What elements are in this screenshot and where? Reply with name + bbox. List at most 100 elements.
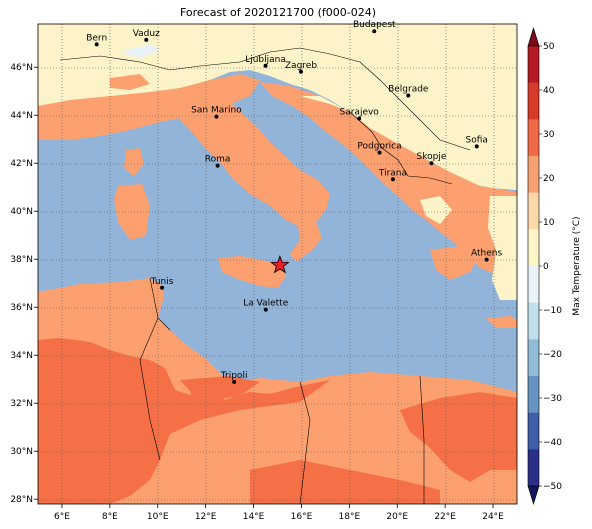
lat-tick-label: 36°N	[10, 303, 33, 313]
colorbar-extend-top	[527, 26, 540, 47]
city-dot	[377, 150, 382, 155]
lon-tick-label: 14°E	[243, 512, 265, 522]
colorbar-tick-label: −50	[543, 482, 562, 492]
city-label: Ljubljana	[245, 55, 286, 65]
city-dot	[263, 63, 268, 68]
po-valley-patch	[110, 74, 150, 90]
city-budapest: Budapest	[353, 20, 396, 34]
city-label: Tunis	[150, 277, 174, 287]
colorbar-tick-label: 40	[543, 86, 555, 96]
lat-tick-label: 32°N	[10, 399, 33, 409]
map-frame	[37, 23, 518, 505]
city-athens: Athens	[471, 249, 502, 262]
city-dot	[94, 42, 99, 47]
city-label: Sarajevo	[340, 108, 380, 118]
north-africa-hot-zone	[38, 338, 330, 504]
city-label: Sofia	[466, 135, 488, 145]
lon-tick-label: 6°E	[54, 512, 70, 522]
city-label: San Marino	[191, 106, 242, 116]
lat-tick-label: 46°N	[10, 63, 33, 73]
lat-tick-label: 44°N	[10, 111, 33, 121]
longitude-labels: 6°E 8°E 10°E 12°E 14°E 16°E 18°E 20°E 22°E 24°E	[54, 504, 504, 522]
lon-tick-label: 22°E	[434, 512, 456, 522]
colorbar-label: Max Temperature (°C)	[572, 216, 582, 315]
colorbar-band	[528, 82, 539, 120]
colorbar-band	[528, 46, 539, 84]
city-label: La Valette	[243, 299, 288, 309]
lat-tick-label: 28°N	[10, 495, 33, 505]
city-label: Vaduz	[133, 29, 160, 39]
city-dot	[357, 116, 362, 121]
city-dot	[484, 257, 489, 262]
lon-tick-label: 24°E	[482, 512, 504, 522]
sicily-land	[218, 256, 286, 288]
colorbar-band	[528, 302, 539, 340]
colorbar-band	[528, 449, 539, 487]
city-tunis: Tunis	[150, 277, 174, 290]
colorbar: 50 40 30 20 10 0 −10 −20 −30 −40 −50 Max Temperatur…	[527, 26, 582, 506]
balkans-warm-interior	[300, 96, 517, 190]
balkans-land	[260, 82, 517, 280]
city-sofia: Sofia	[466, 135, 488, 149]
city-tripoli: Tripoli	[220, 371, 248, 384]
map-title: Forecast of 2020121700 (f000-024)	[179, 6, 377, 19]
city-dot	[214, 114, 219, 119]
lat-tick-label: 30°N	[10, 447, 33, 457]
city-belgrade: Belgrade	[388, 85, 429, 98]
colorbar-band	[528, 156, 539, 194]
city-dot	[372, 29, 377, 34]
colorbar-extend-bottom	[527, 485, 540, 506]
city-label: Tripoli	[220, 371, 248, 381]
city-dot	[406, 93, 411, 98]
city-bern: Bern	[86, 33, 107, 47]
country-borders	[59, 47, 471, 504]
city-ljubljana: Ljubljana	[245, 55, 286, 68]
location-marker	[270, 255, 290, 274]
colorbar-band	[528, 339, 539, 377]
italy-land	[166, 76, 330, 262]
colorbar-tick-label: 20	[543, 174, 555, 184]
city-dot	[390, 177, 395, 182]
colorbar-tick-label: −30	[543, 394, 562, 404]
city-label: Belgrade	[388, 85, 429, 95]
libya-hot-zone	[180, 376, 260, 402]
lat-tick-label: 42°N	[10, 159, 33, 169]
city-dot	[215, 163, 220, 168]
lon-tick-label: 10°E	[147, 512, 169, 522]
colorbar-tick-label: −40	[543, 438, 562, 448]
anatolia-land	[488, 196, 517, 300]
city-sarajevo: Sarajevo	[340, 108, 380, 121]
city-tirana: Tirana	[378, 168, 407, 182]
city-label: Skopje	[417, 152, 447, 162]
lon-tick-label: 20°E	[386, 512, 408, 522]
colorbar-tick-label: −20	[543, 350, 562, 360]
city-dot	[263, 307, 268, 312]
city-la-valette: La Valette	[243, 299, 289, 312]
city-podgorica: Podgorica	[357, 142, 402, 155]
corsica-land	[124, 148, 144, 176]
city-skopje: Skopje	[417, 152, 447, 166]
lon-tick-label: 18°E	[339, 512, 361, 522]
lat-tick-label: 38°N	[10, 255, 33, 265]
city-roma: Roma	[205, 155, 231, 168]
city-label: Budapest	[353, 20, 396, 30]
city-dot	[429, 161, 434, 166]
peloponnese-land	[430, 246, 478, 280]
city-dot	[160, 285, 165, 290]
colorbar-band	[528, 192, 539, 230]
city-label: Tirana	[378, 168, 407, 178]
city-dot	[298, 69, 303, 74]
egypt-hot-zone	[400, 392, 517, 482]
colorbar-band	[528, 376, 539, 414]
lon-tick-label: 12°E	[195, 512, 217, 522]
lake-icon	[120, 44, 160, 58]
city-label: Podgorica	[357, 142, 401, 152]
europe-land-north	[38, 24, 517, 190]
city-san-marino: San Marino	[191, 106, 242, 119]
star-icon	[270, 255, 290, 274]
lat-tick-label: 40°N	[10, 207, 33, 217]
city-label: Roma	[205, 155, 231, 165]
colorbar-tick-label: 0	[543, 262, 549, 272]
